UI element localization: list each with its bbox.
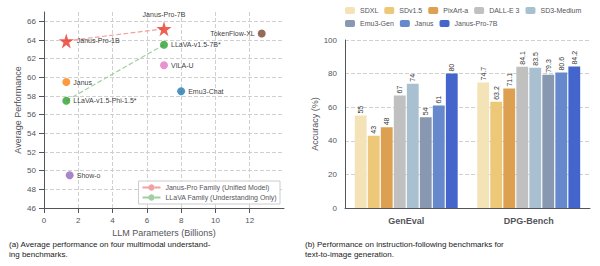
svg-text:PixArt-a: PixArt-a [443, 7, 468, 14]
svg-text:12: 12 [245, 216, 254, 225]
svg-text:64: 64 [27, 36, 36, 45]
svg-text:46: 46 [27, 204, 36, 213]
svg-text:48: 48 [27, 185, 36, 194]
svg-text:VILA-U: VILA-U [171, 62, 194, 69]
svg-text:ing benchmarks.: ing benchmarks. [9, 250, 68, 259]
svg-text:6: 6 [145, 216, 150, 225]
svg-text:52: 52 [27, 148, 36, 157]
svg-text:Janus: Janus [415, 20, 434, 27]
svg-text:80: 80 [448, 64, 455, 72]
svg-text:84.1: 84.1 [519, 51, 526, 65]
svg-text:79.3: 79.3 [545, 59, 552, 73]
svg-text:Janus-Pro-1B: Janus-Pro-1B [77, 37, 120, 44]
svg-text:TokenFlow-XL: TokenFlow-XL [210, 30, 254, 37]
svg-text:50: 50 [27, 166, 36, 175]
svg-text:56: 56 [27, 110, 36, 119]
svg-text:74: 74 [409, 74, 416, 82]
svg-text:60: 60 [328, 103, 337, 112]
svg-text:8: 8 [179, 216, 184, 225]
svg-text:Emu3-Gen: Emu3-Gen [360, 20, 394, 27]
svg-text:Accuracy (%): Accuracy (%) [310, 97, 320, 151]
svg-text:SDXL: SDXL [360, 7, 378, 14]
svg-text:48: 48 [383, 117, 390, 125]
svg-text:Janus: Janus [73, 79, 92, 86]
svg-text:0: 0 [333, 204, 338, 213]
svg-text:Show-o: Show-o [77, 172, 101, 179]
svg-text:4: 4 [110, 216, 115, 225]
svg-text:43: 43 [370, 126, 377, 134]
svg-text:DPG-Bench: DPG-Bench [504, 216, 554, 226]
svg-text:10: 10 [211, 216, 220, 225]
svg-text:67: 67 [396, 86, 403, 94]
svg-text:80.6: 80.6 [558, 57, 565, 71]
svg-text:63.2: 63.2 [493, 86, 500, 100]
svg-text:Janus-Pro-7B: Janus-Pro-7B [455, 20, 498, 27]
svg-text:20: 20 [328, 170, 337, 179]
svg-text:2: 2 [76, 216, 81, 225]
svg-text:Janus-Pro Family (Unified Mode: Janus-Pro Family (Unified Model) [165, 184, 269, 192]
svg-text:text-to-image generation.: text-to-image generation. [305, 250, 394, 259]
svg-text:LLaVA-v1.5-Phi-1.5*: LLaVA-v1.5-Phi-1.5* [73, 97, 137, 104]
svg-text:58: 58 [27, 92, 36, 101]
svg-text:(a) Average performance on fou: (a) Average performance on four multimod… [9, 240, 211, 249]
svg-text:54: 54 [422, 107, 429, 115]
svg-text:LLaVA-v1.5-7B*: LLaVA-v1.5-7B* [171, 41, 221, 48]
svg-text:71.1: 71.1 [506, 73, 513, 87]
svg-text:40: 40 [328, 136, 337, 145]
svg-text:74.7: 74.7 [480, 67, 487, 81]
svg-text:60: 60 [27, 73, 36, 82]
svg-text:80: 80 [328, 69, 337, 78]
svg-text:83.5: 83.5 [532, 52, 539, 66]
svg-text:DALL-E 3: DALL-E 3 [489, 7, 519, 14]
svg-text:55: 55 [357, 106, 364, 114]
svg-text:0: 0 [42, 216, 47, 225]
svg-text:62: 62 [27, 54, 36, 63]
svg-text:66: 66 [27, 17, 36, 26]
svg-text:LLaVA Family (Understanding On: LLaVA Family (Understanding Only) [165, 194, 276, 202]
svg-text:61: 61 [435, 96, 442, 104]
svg-text:Janus-Pro-7B: Janus-Pro-7B [143, 11, 186, 18]
svg-text:54: 54 [27, 129, 36, 138]
svg-text:84.2: 84.2 [571, 51, 578, 65]
svg-text:Average Performance: Average Performance [13, 66, 23, 153]
svg-text:(b) Performance on instruction: (b) Performance on instruction-following… [305, 240, 504, 249]
svg-text:100: 100 [324, 36, 338, 45]
svg-text:SDv1.5: SDv1.5 [399, 7, 422, 14]
svg-text:GenEval: GenEval [388, 216, 424, 226]
svg-text:LLM Parameters (Billions): LLM Parameters (Billions) [112, 228, 216, 238]
svg-text:SD3-Medium: SD3-Medium [540, 7, 581, 14]
svg-text:Emu3-Chat: Emu3-Chat [188, 88, 223, 95]
